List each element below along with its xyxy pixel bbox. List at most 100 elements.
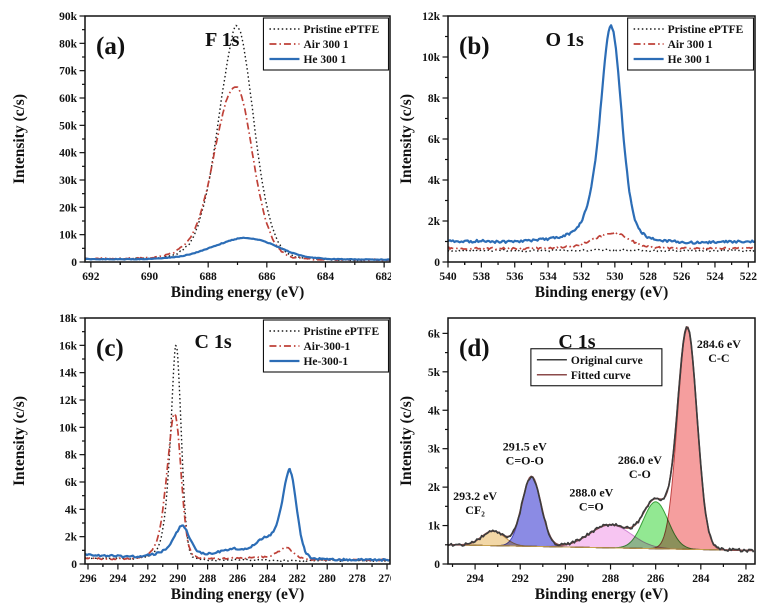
y-axis-label: Intensity (c/s): [398, 94, 415, 184]
y-tick-label: 12k: [59, 395, 78, 407]
panel-title: C 1s: [194, 331, 231, 353]
y-tick-label: 2k: [428, 482, 441, 494]
x-tick-label: 288: [199, 573, 217, 585]
chart-b: 540 538 536 534 532 530 528 526 524 522 0 2k 4k 6k 8k 1…: [398, 11, 758, 301]
x-tick-label: 528: [640, 271, 658, 283]
x-tick-label: 536: [506, 271, 524, 283]
legend-label-pristine-eptfe: Pristine ePTFE: [668, 24, 744, 36]
y-tick-label: 3k: [428, 444, 441, 456]
plot-area: [448, 24, 755, 253]
series-he-300-1: [85, 236, 390, 261]
legend: Pristine ePTFE Air 300 1 He 300 1: [262, 17, 390, 71]
curve-original-curve: [448, 326, 755, 553]
x-tick-label: 282: [737, 573, 755, 585]
x-tick-label: 290: [169, 573, 187, 585]
y-tick-label: 2k: [428, 216, 441, 228]
fit-baseline: [448, 544, 754, 552]
legend-label-original-curve: Original curve: [571, 355, 643, 367]
annotation-293-2-ev-cf: 293.2 eV: [453, 489, 497, 503]
y-tick-label: 40k: [59, 148, 78, 160]
chart-d: 294 292 290 288 286 284 282 0 1k 2k 3k 4k 5k 6k Bindin…: [398, 317, 756, 603]
plot-frame: [447, 317, 756, 565]
x-tick-label: 538: [473, 271, 491, 283]
plot-area: [85, 24, 390, 262]
x-tick-label: 688: [200, 271, 218, 283]
y-axis-label: Intensity (c/s): [11, 396, 28, 486]
annotation-286-0-ev-c-o: 286.0 eV: [618, 453, 662, 467]
x-tick-label: 284: [259, 573, 277, 585]
y-tick-label: 4k: [428, 175, 441, 187]
x-tick-label: 296: [79, 573, 97, 585]
legend-label-air-300-1: Air 300 1: [668, 39, 713, 51]
series-pristine-eptfe: [85, 344, 390, 563]
legend-label-air-300-1: Air-300-1: [303, 341, 350, 353]
x-tick-label: 526: [673, 271, 691, 283]
y-tick-label: 0: [434, 559, 440, 571]
x-tick-label: 276: [378, 573, 391, 585]
y-axis-label: Intensity (c/s): [11, 94, 28, 184]
x-tick-label: 294: [466, 573, 484, 585]
panel-c-c1s: 296 294 292 290 288 286 284 282 280 278 276 0 2k 4k 6k…: [0, 302, 391, 604]
x-tick-label: 294: [109, 573, 127, 585]
x-tick-label: 286: [229, 573, 247, 585]
panel-title: O 1s: [545, 29, 584, 51]
chart-c: 296 294 292 290 288 286 284 282 280 278 276 0 2k 4k 6k…: [11, 313, 391, 603]
panel-letter: (c): [96, 335, 124, 362]
x-tick-label: 522: [740, 271, 758, 283]
y-tick-label: 8k: [428, 93, 441, 105]
y-tick-label: 5k: [428, 367, 441, 379]
panel-letter: (d): [459, 335, 490, 362]
series-he-300-1: [448, 24, 755, 245]
chart-a: 692 690 688 686 684 682 0 10k 20k 30k 40k 50k 60k 70k…: [11, 11, 391, 301]
x-tick-label: 284: [692, 573, 710, 585]
annotation-293-2-ev-cf: CF₂: [465, 503, 485, 517]
y-tick-label: 8k: [65, 450, 78, 462]
y-tick-label: 10k: [422, 52, 441, 64]
panel-letter: (b): [459, 33, 490, 60]
legend-label-he-300-1: He-300-1: [303, 356, 348, 368]
y-tick-label: 50k: [59, 120, 78, 132]
series-air-300-1: [85, 86, 390, 262]
legend-label-he-300-1: He 300 1: [303, 54, 346, 66]
plot-frame: [447, 15, 756, 263]
x-tick-label: 534: [539, 271, 557, 283]
annotation-291-5-ev-c-o-o: C=O-O: [506, 454, 544, 468]
y-tick-label: 0: [71, 559, 77, 571]
legend-label-he-300-1: He 300 1: [668, 54, 711, 66]
panel-d-c1s-fit: 294 292 290 288 286 284 282 0 1k 2k 3k 4k 5k 6k Bindin…: [391, 302, 782, 604]
y-tick-label: 12k: [422, 11, 441, 23]
y-tick-label: 10k: [59, 230, 78, 242]
x-tick-label: 686: [258, 271, 276, 283]
panel-a-f1s: 692 690 688 686 684 682 0 10k 20k 30k 40k 50k 60k 70k…: [0, 0, 391, 302]
annotation-284-6-ev-c-c: C-C: [708, 351, 729, 365]
plot-frame: [84, 317, 391, 565]
y-tick-label: 90k: [59, 11, 78, 23]
x-tick-label: 286: [647, 573, 665, 585]
x-tick-label: 290: [557, 573, 575, 585]
y-tick-label: 1k: [428, 521, 441, 533]
panel-b-o1s: 540 538 536 534 532 530 528 526 524 522 0 2k 4k 6k 8k 1…: [391, 0, 782, 302]
y-tick-label: 6k: [428, 134, 441, 146]
x-tick-label: 524: [706, 271, 724, 283]
panel-letter: (a): [96, 33, 125, 60]
plot-area: [85, 344, 390, 563]
y-tick-label: 0: [434, 257, 440, 269]
x-tick-label: 282: [289, 573, 307, 585]
legend-label-pristine-eptfe: Pristine ePTFE: [303, 24, 379, 36]
annotation-291-5-ev-c-o-o: 291.5 eV: [503, 440, 547, 454]
annotation-284-6-ev-c-c: 284.6 eV: [697, 337, 741, 351]
y-tick-label: 6k: [65, 477, 78, 489]
x-axis-label: Binding energy (eV): [535, 284, 668, 301]
series-pristine-eptfe: [448, 248, 755, 253]
series-he-300-1: [85, 467, 390, 562]
y-tick-label: 16k: [59, 340, 78, 352]
y-tick-label: 20k: [59, 202, 78, 214]
legend: Pristine ePTFE Air 300 1 He 300 1: [627, 17, 755, 71]
y-tick-label: 10k: [59, 422, 78, 434]
y-tick-label: 70k: [59, 66, 78, 78]
legend-label-air-300-1: Air 300 1: [303, 39, 348, 51]
x-tick-label: 278: [348, 573, 366, 585]
x-tick-label: 280: [319, 573, 337, 585]
x-tick-label: 692: [82, 271, 100, 283]
